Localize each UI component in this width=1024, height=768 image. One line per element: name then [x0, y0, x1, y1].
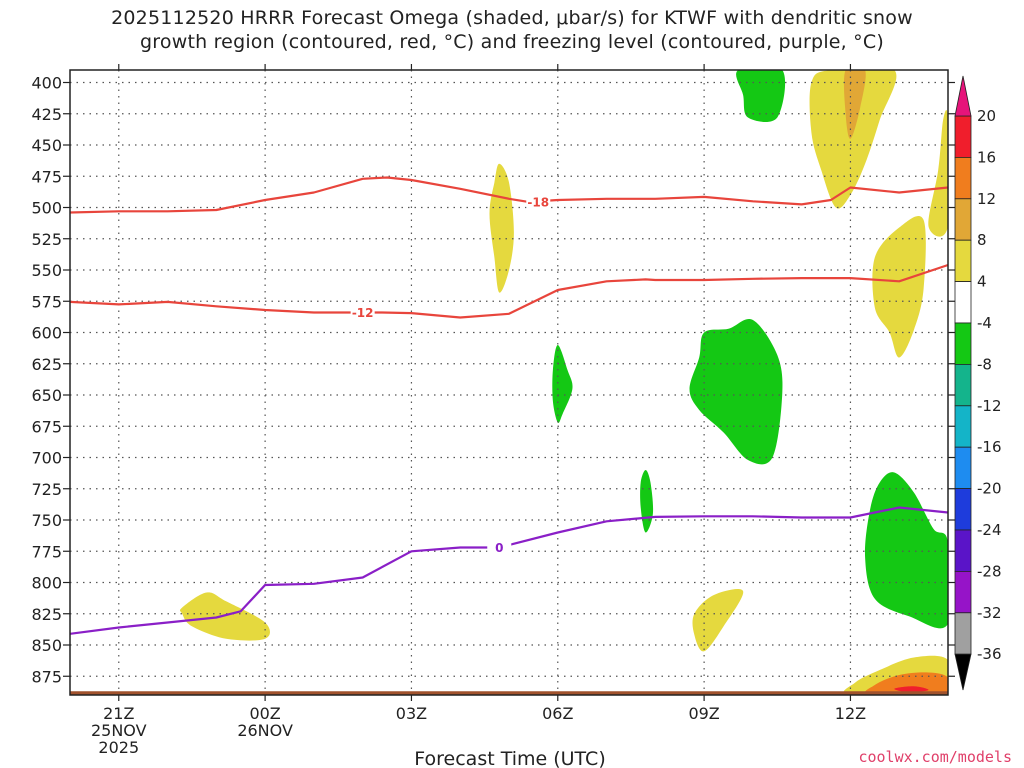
chart-title-line2: growth region (contoured, red, °C) and f…	[140, 31, 884, 53]
y-tick-label: 400	[31, 74, 62, 93]
y-tick-label: 575	[31, 292, 62, 311]
y-tick-label: 600	[31, 324, 62, 343]
omega-region-2	[843, 70, 866, 139]
contour-label-bg	[487, 539, 512, 555]
colorbar-label: -4	[977, 314, 992, 332]
colorbar-swatch	[954, 322, 972, 365]
omega-region-12	[689, 318, 783, 465]
y-tick-label: 525	[31, 230, 62, 249]
y-tick-label: 800	[31, 574, 62, 593]
colorbar-bottom-arrow	[954, 653, 972, 691]
colorbar-label: -28	[977, 562, 1002, 580]
x-tick-label: 09Z	[688, 704, 719, 723]
colorbar: 20 16 12 8 4 -4 -8 -12 -16 -20 -24 -28 -32 -36	[954, 75, 1002, 691]
colorbar-swatch	[954, 156, 972, 200]
omega-region-11	[736, 70, 786, 122]
x-tick-label: 00Z	[249, 704, 280, 723]
y-tick-label: 700	[31, 449, 62, 468]
y-tick-label: 750	[31, 511, 62, 530]
colorbar-label: -24	[977, 521, 1002, 539]
colorbar-swatch	[954, 239, 972, 282]
colorbar-label: -16	[977, 438, 1002, 456]
omega-shading-layer	[179, 70, 948, 695]
y-tick-label: 550	[31, 261, 62, 280]
omega-region-10	[894, 686, 929, 693]
watermark-text: coolwx.com/models	[858, 748, 1012, 766]
colorbar-swatch	[954, 488, 972, 531]
contour-label: -18	[527, 195, 549, 209]
contour-line-minus18	[70, 176, 948, 214]
colorbar-swatch	[954, 198, 972, 241]
colorbar-swatch	[954, 529, 972, 572]
x-tick-label: 2025	[98, 738, 139, 757]
omega-region-4	[872, 215, 926, 358]
omega-region-1	[809, 70, 897, 209]
colorbar-top-arrow	[954, 75, 972, 117]
contour-label: -12	[352, 306, 374, 320]
grid-lines	[70, 70, 948, 695]
omega-region-6	[179, 592, 270, 641]
colorbar-label: 12	[977, 190, 996, 208]
omega-region-14	[640, 470, 654, 533]
colorbar-label: -20	[977, 480, 1002, 498]
omega-region-3	[928, 110, 948, 237]
contour-line-minus12	[70, 263, 948, 319]
colorbar-label: -32	[977, 604, 1002, 622]
y-tick-label: 875	[31, 667, 62, 686]
x-tick-label: 12Z	[835, 704, 866, 723]
y-tick-label: 725	[31, 480, 62, 499]
colorbar-label: 16	[977, 148, 996, 166]
y-tick-label: 675	[31, 417, 62, 436]
colorbar-swatch	[954, 281, 972, 324]
contour-labels: -18 -12 0	[350, 193, 551, 555]
colorbar-label: 4	[977, 273, 987, 291]
contour-label-bg	[350, 304, 375, 320]
colorbar-label: -36	[977, 645, 1002, 663]
colorbar-swatch	[954, 446, 972, 490]
colorbar-swatch	[954, 571, 972, 614]
y-tick-label: 625	[31, 355, 62, 374]
x-axis-title: Forecast Time (UTC)	[414, 748, 605, 768]
plot-frame	[69, 69, 949, 696]
colorbar-swatch	[954, 115, 972, 158]
y-tick-label: 850	[31, 636, 62, 655]
omega-region-7	[692, 589, 744, 652]
colorbar-swatch	[954, 405, 972, 448]
omega-region-5	[489, 163, 514, 293]
colorbar-label: -8	[977, 355, 992, 373]
x-tick-label: 21Z	[103, 704, 134, 723]
y-tick-label: 500	[31, 199, 62, 218]
contour-label-bg	[526, 193, 551, 209]
colorbar-label: 8	[977, 231, 987, 249]
colorbar-label: 20	[977, 107, 996, 125]
colorbar-swatch	[954, 363, 972, 407]
contour-label: 0	[495, 541, 503, 555]
colorbar-swatch	[954, 612, 972, 655]
y-tick-label: 825	[31, 605, 62, 624]
x-tick-label: 25NOV	[91, 721, 147, 740]
ground-strip	[70, 691, 948, 695]
y-tick-label: 650	[31, 386, 62, 405]
x-tick-label: 26NOV	[237, 721, 293, 740]
y-tick-label: 450	[31, 136, 62, 155]
y-axis: 400 425 450 475 500 525 550 575 600 625 650 675 700 7…	[31, 74, 955, 686]
colorbar-label: -12	[977, 397, 1002, 415]
y-tick-label: 775	[31, 542, 62, 561]
y-tick-label: 425	[31, 105, 62, 124]
y-tick-label: 475	[31, 167, 62, 186]
x-tick-label: 03Z	[396, 704, 427, 723]
chart-title: 2025112520 HRRR Forecast Omega (shaded, …	[0, 6, 1024, 54]
chart-title-line1: 2025112520 HRRR Forecast Omega (shaded, …	[111, 7, 913, 29]
x-tick-label: 06Z	[542, 704, 573, 723]
omega-region-13	[552, 345, 573, 423]
omega-region-15	[864, 472, 948, 629]
